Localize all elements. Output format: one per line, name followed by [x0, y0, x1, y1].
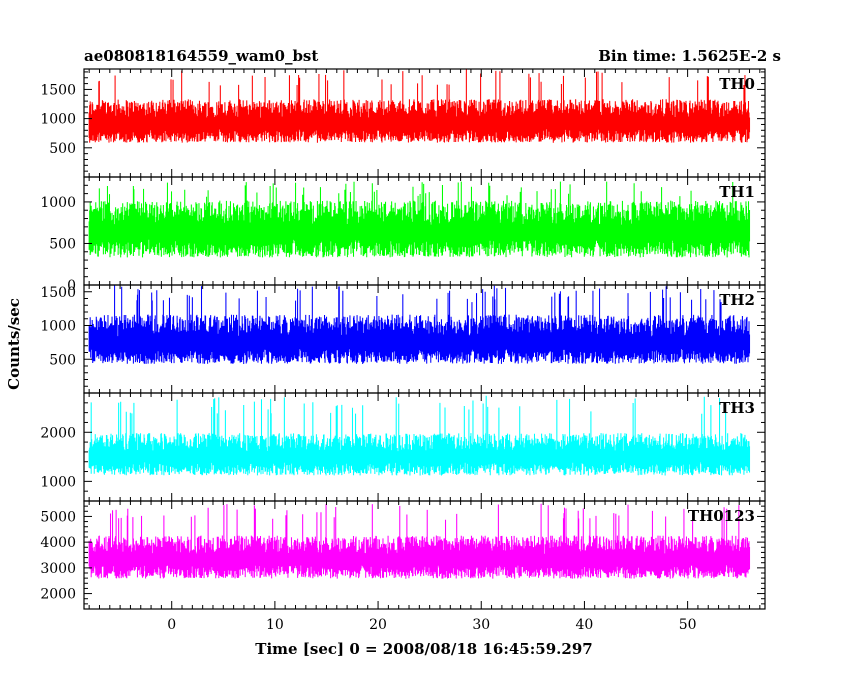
panel-frame: [83, 500, 766, 610]
y-tick-label: 3000: [40, 561, 76, 577]
y-tick-label: 500: [49, 141, 76, 157]
y-axis-label: Counts/sec: [5, 298, 23, 390]
series-th3: [88, 395, 751, 476]
series-th0123: [88, 503, 751, 579]
y-tick-label: 0: [67, 278, 76, 294]
x-tick-label: 10: [266, 617, 284, 633]
panel-label: TH2: [719, 291, 755, 309]
x-axis-label: Time [sec] 0 = 2008/08/18 16:45:59.297: [255, 640, 592, 658]
panel-label: TH3: [719, 399, 755, 417]
y-tick-label: 1000: [40, 195, 76, 211]
y-tick-label: 2000: [40, 587, 76, 603]
x-tick-label: 20: [369, 617, 387, 633]
chart-title: ae080818164559_wam0_bst: [84, 47, 318, 65]
y-tick-label: 1000: [40, 474, 76, 490]
series-th2: [88, 285, 751, 364]
y-tick-label: 1000: [40, 112, 76, 128]
y-tick-label: 5000: [40, 509, 76, 525]
series-th1: [88, 181, 751, 258]
panel-th1: 0 500 1000 TH1: [40, 176, 766, 294]
y-tick-label: 1500: [40, 82, 76, 98]
x-tick-label: 0: [167, 617, 176, 633]
y-tick-label: 1500: [40, 285, 76, 301]
panel-th0123: 2000 3000 4000 5000 TH0123: [40, 500, 766, 610]
x-tick-label: 50: [679, 617, 697, 633]
y-tick-label: 4000: [40, 535, 76, 551]
chart-subtitle: Bin time: 1.5625E-2 s: [598, 47, 781, 65]
y-tick-label: 500: [49, 236, 76, 252]
series-th0: [88, 69, 751, 143]
panel-th3: 1000 2000 TH3: [40, 392, 766, 502]
panel-label: TH1: [719, 183, 755, 201]
panel-label: TH0: [719, 75, 755, 93]
x-tick-label: 40: [576, 617, 594, 633]
x-tick-label: 30: [472, 617, 490, 633]
y-tick-label: 2000: [40, 425, 76, 441]
panel-th2: 500 1000 1500 TH2: [40, 284, 766, 394]
y-tick-label: 500: [49, 352, 76, 368]
panel-th0: 500 1000 1500 TH0: [40, 68, 766, 178]
y-tick-label: 1000: [40, 319, 76, 335]
panel-label: TH0123: [688, 507, 755, 525]
